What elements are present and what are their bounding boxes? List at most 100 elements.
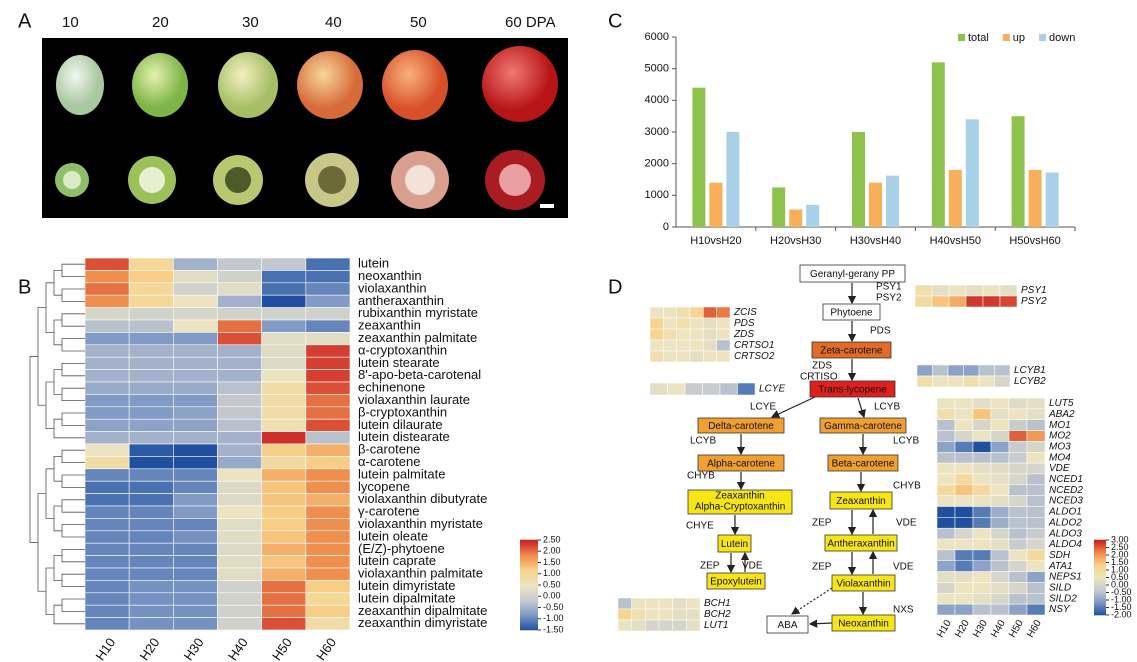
heatmap-cell: [1008, 484, 1028, 496]
gene-label: NCED3: [1049, 496, 1083, 507]
column-label: H10: [935, 618, 954, 640]
photo-label: 60 DPA: [505, 14, 556, 31]
heatmap-cell: [128, 332, 174, 346]
pathway-arrows: [726, 283, 878, 628]
heatmap-cell: [703, 328, 717, 341]
heatmap-cell: [972, 495, 992, 507]
colorbar-tick-label: 1.00: [1111, 564, 1129, 574]
row-label: violaxanthin palmitate: [358, 566, 483, 581]
dendrogram-branch: [37, 493, 46, 592]
node-label: Epoxylutein: [710, 577, 762, 588]
heatmap-cell: [916, 364, 933, 377]
heatmap-cell: [305, 592, 351, 606]
colorbar-segment: [520, 610, 538, 613]
heatmap-cell: [649, 306, 664, 319]
heatmap-cell: [972, 441, 992, 453]
gene-label: NCED2: [1049, 485, 1083, 496]
heatmap-cell: [1026, 462, 1046, 475]
row-label: zeaxanthin palmitate: [358, 330, 477, 345]
heatmap-cell: [972, 560, 992, 572]
heatmap-cell: [954, 593, 974, 605]
heatmap-cell: [1008, 517, 1028, 529]
row-label: α-cryptoxanthin: [358, 342, 447, 357]
heatmap-cell: [128, 567, 174, 581]
heatmap-cell: [173, 406, 218, 420]
colorbar-tick-label: 0.00: [1111, 579, 1129, 589]
heatmap-cell: [631, 619, 646, 632]
colorbar-segment: [520, 556, 538, 559]
heatmap-cell: [1008, 506, 1028, 518]
heatmap-cell: [686, 597, 701, 610]
row-label: β-cryptoxanthin: [358, 404, 447, 419]
heatmap-cell: [914, 284, 933, 297]
node-label: Zeta-carotene: [820, 346, 883, 357]
heatmap-cell: [217, 468, 262, 482]
heatmap-cell: [702, 382, 721, 396]
colorbar-segment: [1094, 582, 1106, 585]
heatmap-cell: [217, 493, 262, 507]
node-label: Phytoene: [830, 308, 873, 319]
dendrogram-branch: [37, 307, 46, 406]
column-label: H50: [1007, 618, 1026, 640]
enzyme-label: PDS: [870, 326, 891, 337]
heatmap-cell: [676, 339, 691, 352]
heatmap-cell: [1008, 549, 1028, 562]
heatmap-cell: [978, 364, 995, 377]
heatmap-cell: [128, 542, 174, 556]
heatmap-cell: [982, 284, 1001, 297]
colorbar-segment: [1094, 577, 1106, 580]
heatmap-cell: [261, 356, 307, 370]
node-label: Beta-carotene: [832, 459, 895, 470]
dendrogram-branch: [61, 549, 85, 563]
colorbar-segment: [1094, 590, 1106, 593]
colorbar-segment: [1094, 608, 1106, 611]
heatmap-cell: [84, 592, 130, 606]
node-label: Alpha-carotene: [707, 459, 775, 470]
heatmap-cell: [261, 604, 307, 618]
enzyme-label: LCYB: [874, 402, 900, 413]
colorbar-segment: [1094, 548, 1106, 551]
heatmap-cell: [261, 555, 307, 569]
heatmap-cell: [716, 306, 731, 319]
heatmap-cell: [645, 608, 660, 621]
colorbar-tick-label: 1.00: [543, 568, 561, 578]
pathway-arrow: [808, 619, 833, 628]
colorbar-tick-label: 2.00: [1111, 549, 1129, 559]
heatmap-cell: [217, 307, 262, 321]
heatmap-cell: [990, 549, 1010, 562]
heatmap-cell: [954, 408, 974, 420]
heatmap-cell: [173, 356, 218, 370]
colorbar-segment: [520, 563, 538, 566]
colorbar-segment: [520, 596, 538, 599]
dendrogram-branch: [61, 387, 85, 401]
colorbar-segment: [520, 613, 538, 616]
bar: [772, 187, 786, 227]
heatmap-cell: [649, 350, 664, 363]
heatmap-cell: [128, 356, 174, 370]
pathway-node: [831, 574, 896, 592]
colorbar-segment: [520, 542, 538, 545]
heatmap-cell: [954, 462, 974, 475]
heatmap-cell: [173, 468, 218, 482]
heatmap-cell: [965, 284, 984, 297]
dendrogram-branch: [61, 449, 85, 463]
pathway-node: [717, 534, 752, 553]
column-label: H40: [989, 618, 1008, 640]
photo-label: 30: [242, 14, 259, 31]
heatmap-cell: [617, 608, 632, 621]
heatmap-cell: [617, 597, 632, 610]
heatmap-cell: [649, 328, 664, 341]
heatmap-cell: [1026, 408, 1046, 420]
heatmap-cell: [173, 307, 218, 321]
row-label: violaxanthin laurate: [358, 392, 470, 407]
enzyme-label: ZEP: [700, 561, 720, 572]
heatmap-cell: [305, 530, 351, 544]
heatmap-cell: [1026, 473, 1046, 486]
bar: [931, 62, 945, 228]
heatmap-cell: [954, 441, 974, 453]
heatmap-cell: [217, 617, 262, 631]
dendrogram-branch: [53, 319, 62, 346]
gene-label: LCYB1: [1014, 365, 1046, 376]
heatmap-cell: [1026, 430, 1046, 442]
